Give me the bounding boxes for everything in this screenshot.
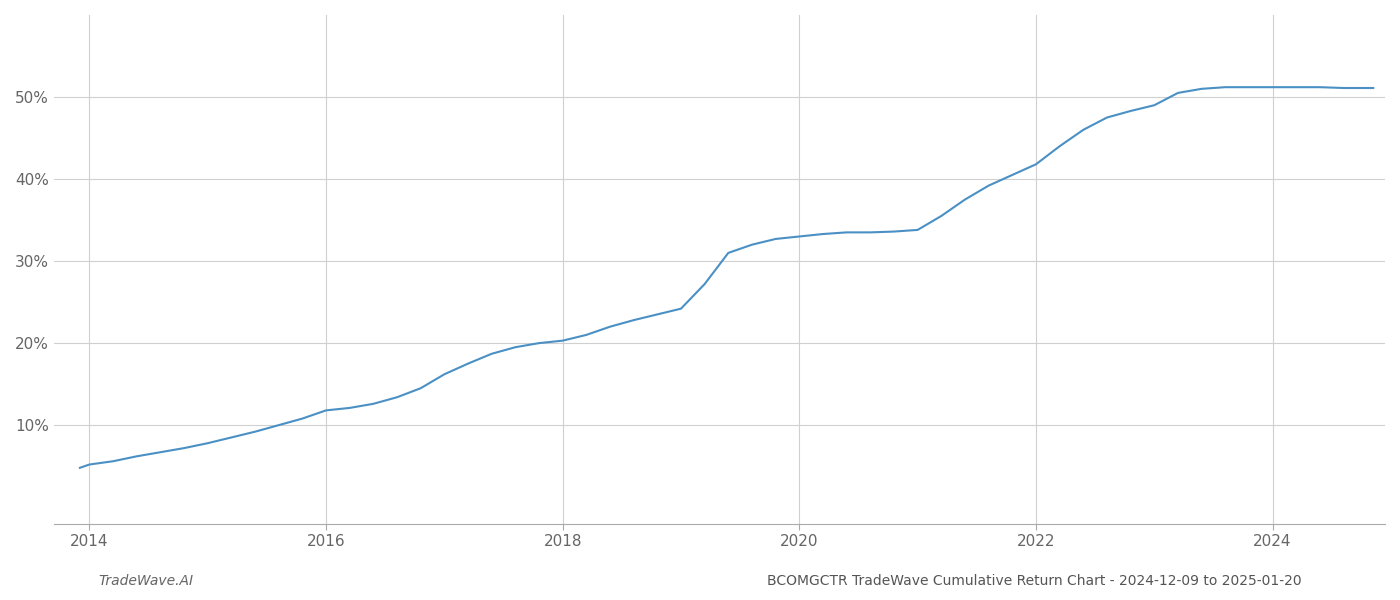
- Text: BCOMGCTR TradeWave Cumulative Return Chart - 2024-12-09 to 2025-01-20: BCOMGCTR TradeWave Cumulative Return Cha…: [767, 574, 1302, 588]
- Text: TradeWave.AI: TradeWave.AI: [98, 574, 193, 588]
